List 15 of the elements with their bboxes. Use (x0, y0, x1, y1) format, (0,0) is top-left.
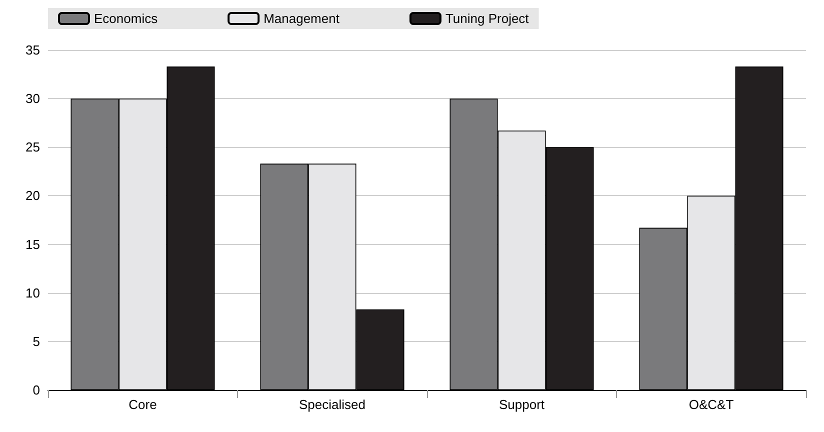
x-tick-label: Support (498, 397, 545, 412)
legend-label: Tuning Project (445, 11, 530, 26)
y-tick-label: 30 (26, 91, 40, 106)
y-tick-label: 10 (26, 285, 40, 300)
x-tick-label: Core (128, 397, 157, 412)
legend-label: Economics (94, 11, 158, 26)
y-tick-label: 25 (26, 140, 40, 155)
y-tick-label: 15 (26, 236, 40, 252)
legend-label: Management (264, 11, 340, 26)
x-tick-label: O&C&T (688, 397, 734, 412)
y-tick-label: 20 (26, 188, 40, 204)
y-tick-label: 35 (26, 42, 40, 58)
y-tick-label: 0 (32, 382, 40, 398)
x-tick-label: Specialised (299, 397, 366, 412)
y-tick-label: 5 (32, 334, 40, 349)
